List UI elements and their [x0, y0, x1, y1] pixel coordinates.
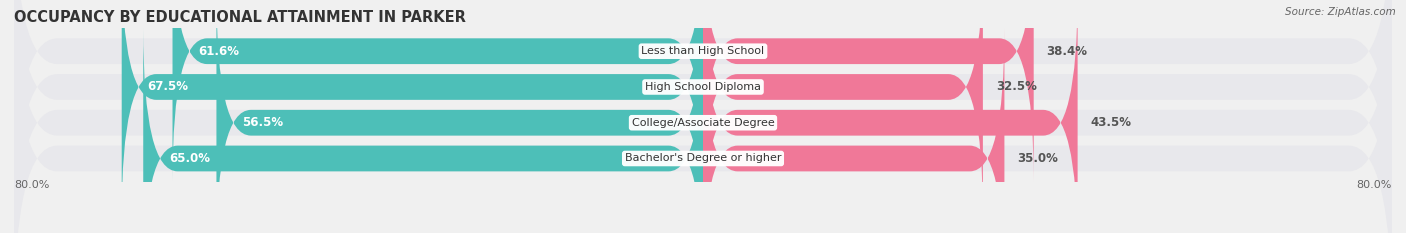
Text: 35.0%: 35.0%	[1018, 152, 1059, 165]
Text: 80.0%: 80.0%	[1357, 180, 1392, 190]
Text: 65.0%: 65.0%	[169, 152, 209, 165]
Text: High School Diploma: High School Diploma	[645, 82, 761, 92]
Text: College/Associate Degree: College/Associate Degree	[631, 118, 775, 128]
FancyBboxPatch shape	[14, 0, 1392, 233]
FancyBboxPatch shape	[703, 28, 1004, 233]
FancyBboxPatch shape	[703, 0, 1077, 233]
FancyBboxPatch shape	[122, 0, 703, 217]
FancyBboxPatch shape	[703, 0, 1033, 181]
Text: Less than High School: Less than High School	[641, 46, 765, 56]
Text: Bachelor's Degree or higher: Bachelor's Degree or higher	[624, 154, 782, 164]
FancyBboxPatch shape	[217, 0, 703, 233]
FancyBboxPatch shape	[703, 0, 983, 217]
Text: 56.5%: 56.5%	[242, 116, 284, 129]
FancyBboxPatch shape	[173, 0, 703, 181]
FancyBboxPatch shape	[143, 28, 703, 233]
FancyBboxPatch shape	[14, 0, 1392, 217]
FancyBboxPatch shape	[14, 0, 1392, 233]
FancyBboxPatch shape	[14, 0, 1392, 233]
Text: Source: ZipAtlas.com: Source: ZipAtlas.com	[1285, 7, 1396, 17]
Text: 61.6%: 61.6%	[198, 45, 239, 58]
Text: 80.0%: 80.0%	[14, 180, 49, 190]
Text: 67.5%: 67.5%	[148, 80, 188, 93]
Text: 38.4%: 38.4%	[1046, 45, 1088, 58]
Text: 43.5%: 43.5%	[1091, 116, 1132, 129]
Text: 32.5%: 32.5%	[995, 80, 1036, 93]
Text: OCCUPANCY BY EDUCATIONAL ATTAINMENT IN PARKER: OCCUPANCY BY EDUCATIONAL ATTAINMENT IN P…	[14, 10, 465, 25]
